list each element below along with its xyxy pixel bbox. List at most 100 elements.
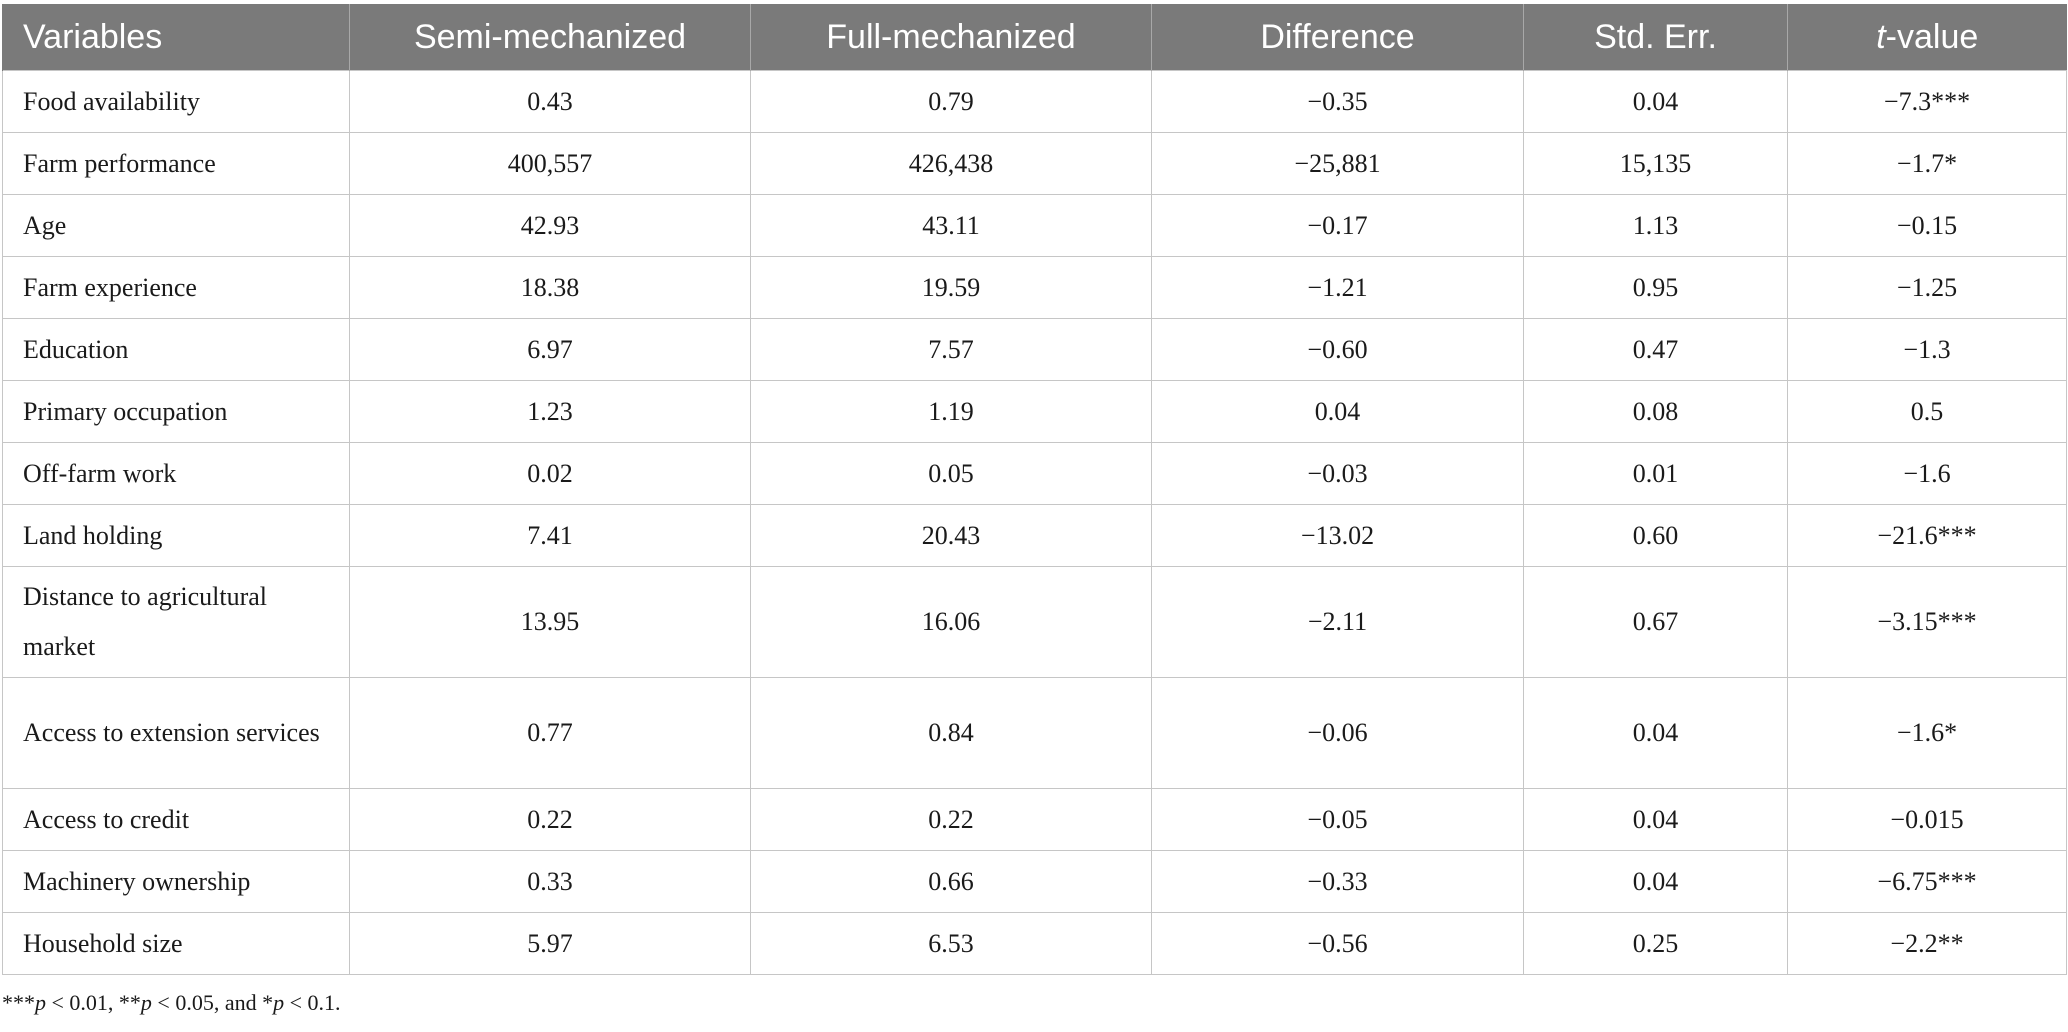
cell-std-err: 15,135: [1523, 132, 1788, 195]
cell-semi: 42.93: [349, 194, 751, 257]
cell-full: 1.19: [750, 380, 1152, 443]
header-difference: Difference: [1151, 4, 1524, 71]
cell-semi: 7.41: [349, 504, 751, 567]
cell-semi: 6.97: [349, 318, 751, 381]
cell-variable: Access to extension services: [2, 677, 350, 789]
table-row: Household size 5.97 6.53 −0.56 0.25 −2.2…: [2, 912, 2067, 975]
cell-semi: 1.23: [349, 380, 751, 443]
cell-std-err: 0.04: [1523, 788, 1788, 851]
cell-t-value: −1.25: [1787, 256, 2067, 319]
cell-t-value: −7.3***: [1787, 70, 2067, 133]
table-header-row: Variables Semi-mechanized Full-mechanize…: [2, 4, 2067, 71]
table-row: Education 6.97 7.57 −0.60 0.47 −1.3: [2, 318, 2067, 381]
table-row: Off-farm work 0.02 0.05 −0.03 0.01 −1.6: [2, 442, 2067, 505]
header-t-italic: t: [1876, 17, 1886, 56]
cell-full: 0.79: [750, 70, 1152, 133]
cell-t-value: 0.5: [1787, 380, 2067, 443]
cell-variable: Food availability: [2, 70, 350, 133]
table-footnote: ***p < 0.01, **p < 0.05, and *p < 0.1.: [2, 990, 341, 1016]
header-t-suffix: -value: [1885, 17, 1979, 56]
cell-full: 19.59: [750, 256, 1152, 319]
cell-semi: 0.77: [349, 677, 751, 789]
cell-full: 20.43: [750, 504, 1152, 567]
cell-difference: −0.05: [1151, 788, 1524, 851]
footnote-text-2: < 0.05, and *: [151, 990, 274, 1015]
cell-difference: 0.04: [1151, 380, 1524, 443]
cell-semi: 0.33: [349, 850, 751, 913]
cell-full: 7.57: [750, 318, 1152, 381]
footnote-stars-1: ***: [2, 990, 35, 1015]
cell-t-value: −0.15: [1787, 194, 2067, 257]
cell-difference: −0.06: [1151, 677, 1524, 789]
table-row: Farm experience 18.38 19.59 −1.21 0.95 −…: [2, 256, 2067, 319]
cell-variable: Household size: [2, 912, 350, 975]
cell-std-err: 0.95: [1523, 256, 1788, 319]
cell-full: 0.05: [750, 442, 1152, 505]
table-row: Farm performance 400,557 426,438 −25,881…: [2, 132, 2067, 195]
header-std-err: Std. Err.: [1523, 4, 1788, 71]
cell-t-value: −3.15***: [1787, 566, 2067, 678]
cell-difference: −1.21: [1151, 256, 1524, 319]
cell-std-err: 0.01: [1523, 442, 1788, 505]
cell-std-err: 0.04: [1523, 677, 1788, 789]
table-row: Primary occupation 1.23 1.19 0.04 0.08 0…: [2, 380, 2067, 443]
cell-variable: Age: [2, 194, 350, 257]
footnote-p-1: p: [35, 990, 46, 1015]
cell-difference: −25,881: [1151, 132, 1524, 195]
table-row: Access to credit 0.22 0.22 −0.05 0.04 −0…: [2, 788, 2067, 851]
cell-std-err: 0.04: [1523, 70, 1788, 133]
cell-difference: −0.60: [1151, 318, 1524, 381]
cell-semi: 400,557: [349, 132, 751, 195]
cell-variable: Distance to agricultural market: [2, 566, 350, 678]
cell-variable: Education: [2, 318, 350, 381]
cell-t-value: −21.6***: [1787, 504, 2067, 567]
cell-difference: −0.33: [1151, 850, 1524, 913]
cell-variable: Land holding: [2, 504, 350, 567]
cell-difference: −2.11: [1151, 566, 1524, 678]
cell-semi: 0.02: [349, 442, 751, 505]
cell-std-err: 0.47: [1523, 318, 1788, 381]
cell-full: 0.22: [750, 788, 1152, 851]
cell-std-err: 0.67: [1523, 566, 1788, 678]
table-row: Machinery ownership 0.33 0.66 −0.33 0.04…: [2, 850, 2067, 913]
cell-variable: Primary occupation: [2, 380, 350, 443]
cell-difference: −13.02: [1151, 504, 1524, 567]
footnote-text-3: < 0.1.: [284, 990, 341, 1015]
table-row: Land holding 7.41 20.43 −13.02 0.60 −21.…: [2, 504, 2067, 567]
footnote-p-3: p: [273, 990, 285, 1015]
cell-t-value: −1.3: [1787, 318, 2067, 381]
table-row: Distance to agricultural market 13.95 16…: [2, 566, 2067, 678]
table-row: Food availability 0.43 0.79 −0.35 0.04 −…: [2, 70, 2067, 133]
cell-difference: −0.17: [1151, 194, 1524, 257]
cell-variable: Access to credit: [2, 788, 350, 851]
cell-full: 426,438: [750, 132, 1152, 195]
cell-std-err: 0.25: [1523, 912, 1788, 975]
header-full-mechanized: Full-mechanized: [750, 4, 1152, 71]
cell-variable: Machinery ownership: [2, 850, 350, 913]
cell-full: 16.06: [750, 566, 1152, 678]
cell-difference: −0.56: [1151, 912, 1524, 975]
cell-semi: 5.97: [349, 912, 751, 975]
cell-full: 6.53: [750, 912, 1152, 975]
cell-t-value: −1.7*: [1787, 132, 2067, 195]
cell-semi: 13.95: [349, 566, 751, 678]
cell-full: 0.66: [750, 850, 1152, 913]
cell-semi: 0.22: [349, 788, 751, 851]
cell-full: 43.11: [750, 194, 1152, 257]
footnote-text-1: < 0.01, **: [46, 990, 141, 1015]
cell-full: 0.84: [750, 677, 1152, 789]
header-semi-mechanized: Semi-mechanized: [349, 4, 751, 71]
cell-std-err: 0.04: [1523, 850, 1788, 913]
cell-semi: 0.43: [349, 70, 751, 133]
cell-t-value: −6.75***: [1787, 850, 2067, 913]
cell-t-value: −2.2**: [1787, 912, 2067, 975]
cell-std-err: 0.08: [1523, 380, 1788, 443]
footnote-p-2: p: [140, 990, 152, 1015]
cell-semi: 18.38: [349, 256, 751, 319]
cell-t-value: −1.6*: [1787, 677, 2067, 789]
comparison-table: Variables Semi-mechanized Full-mechanize…: [2, 4, 2067, 975]
cell-variable: Off-farm work: [2, 442, 350, 505]
cell-t-value: −0.015: [1787, 788, 2067, 851]
cell-variable: Farm experience: [2, 256, 350, 319]
table-row: Age 42.93 43.11 −0.17 1.13 −0.15: [2, 194, 2067, 257]
